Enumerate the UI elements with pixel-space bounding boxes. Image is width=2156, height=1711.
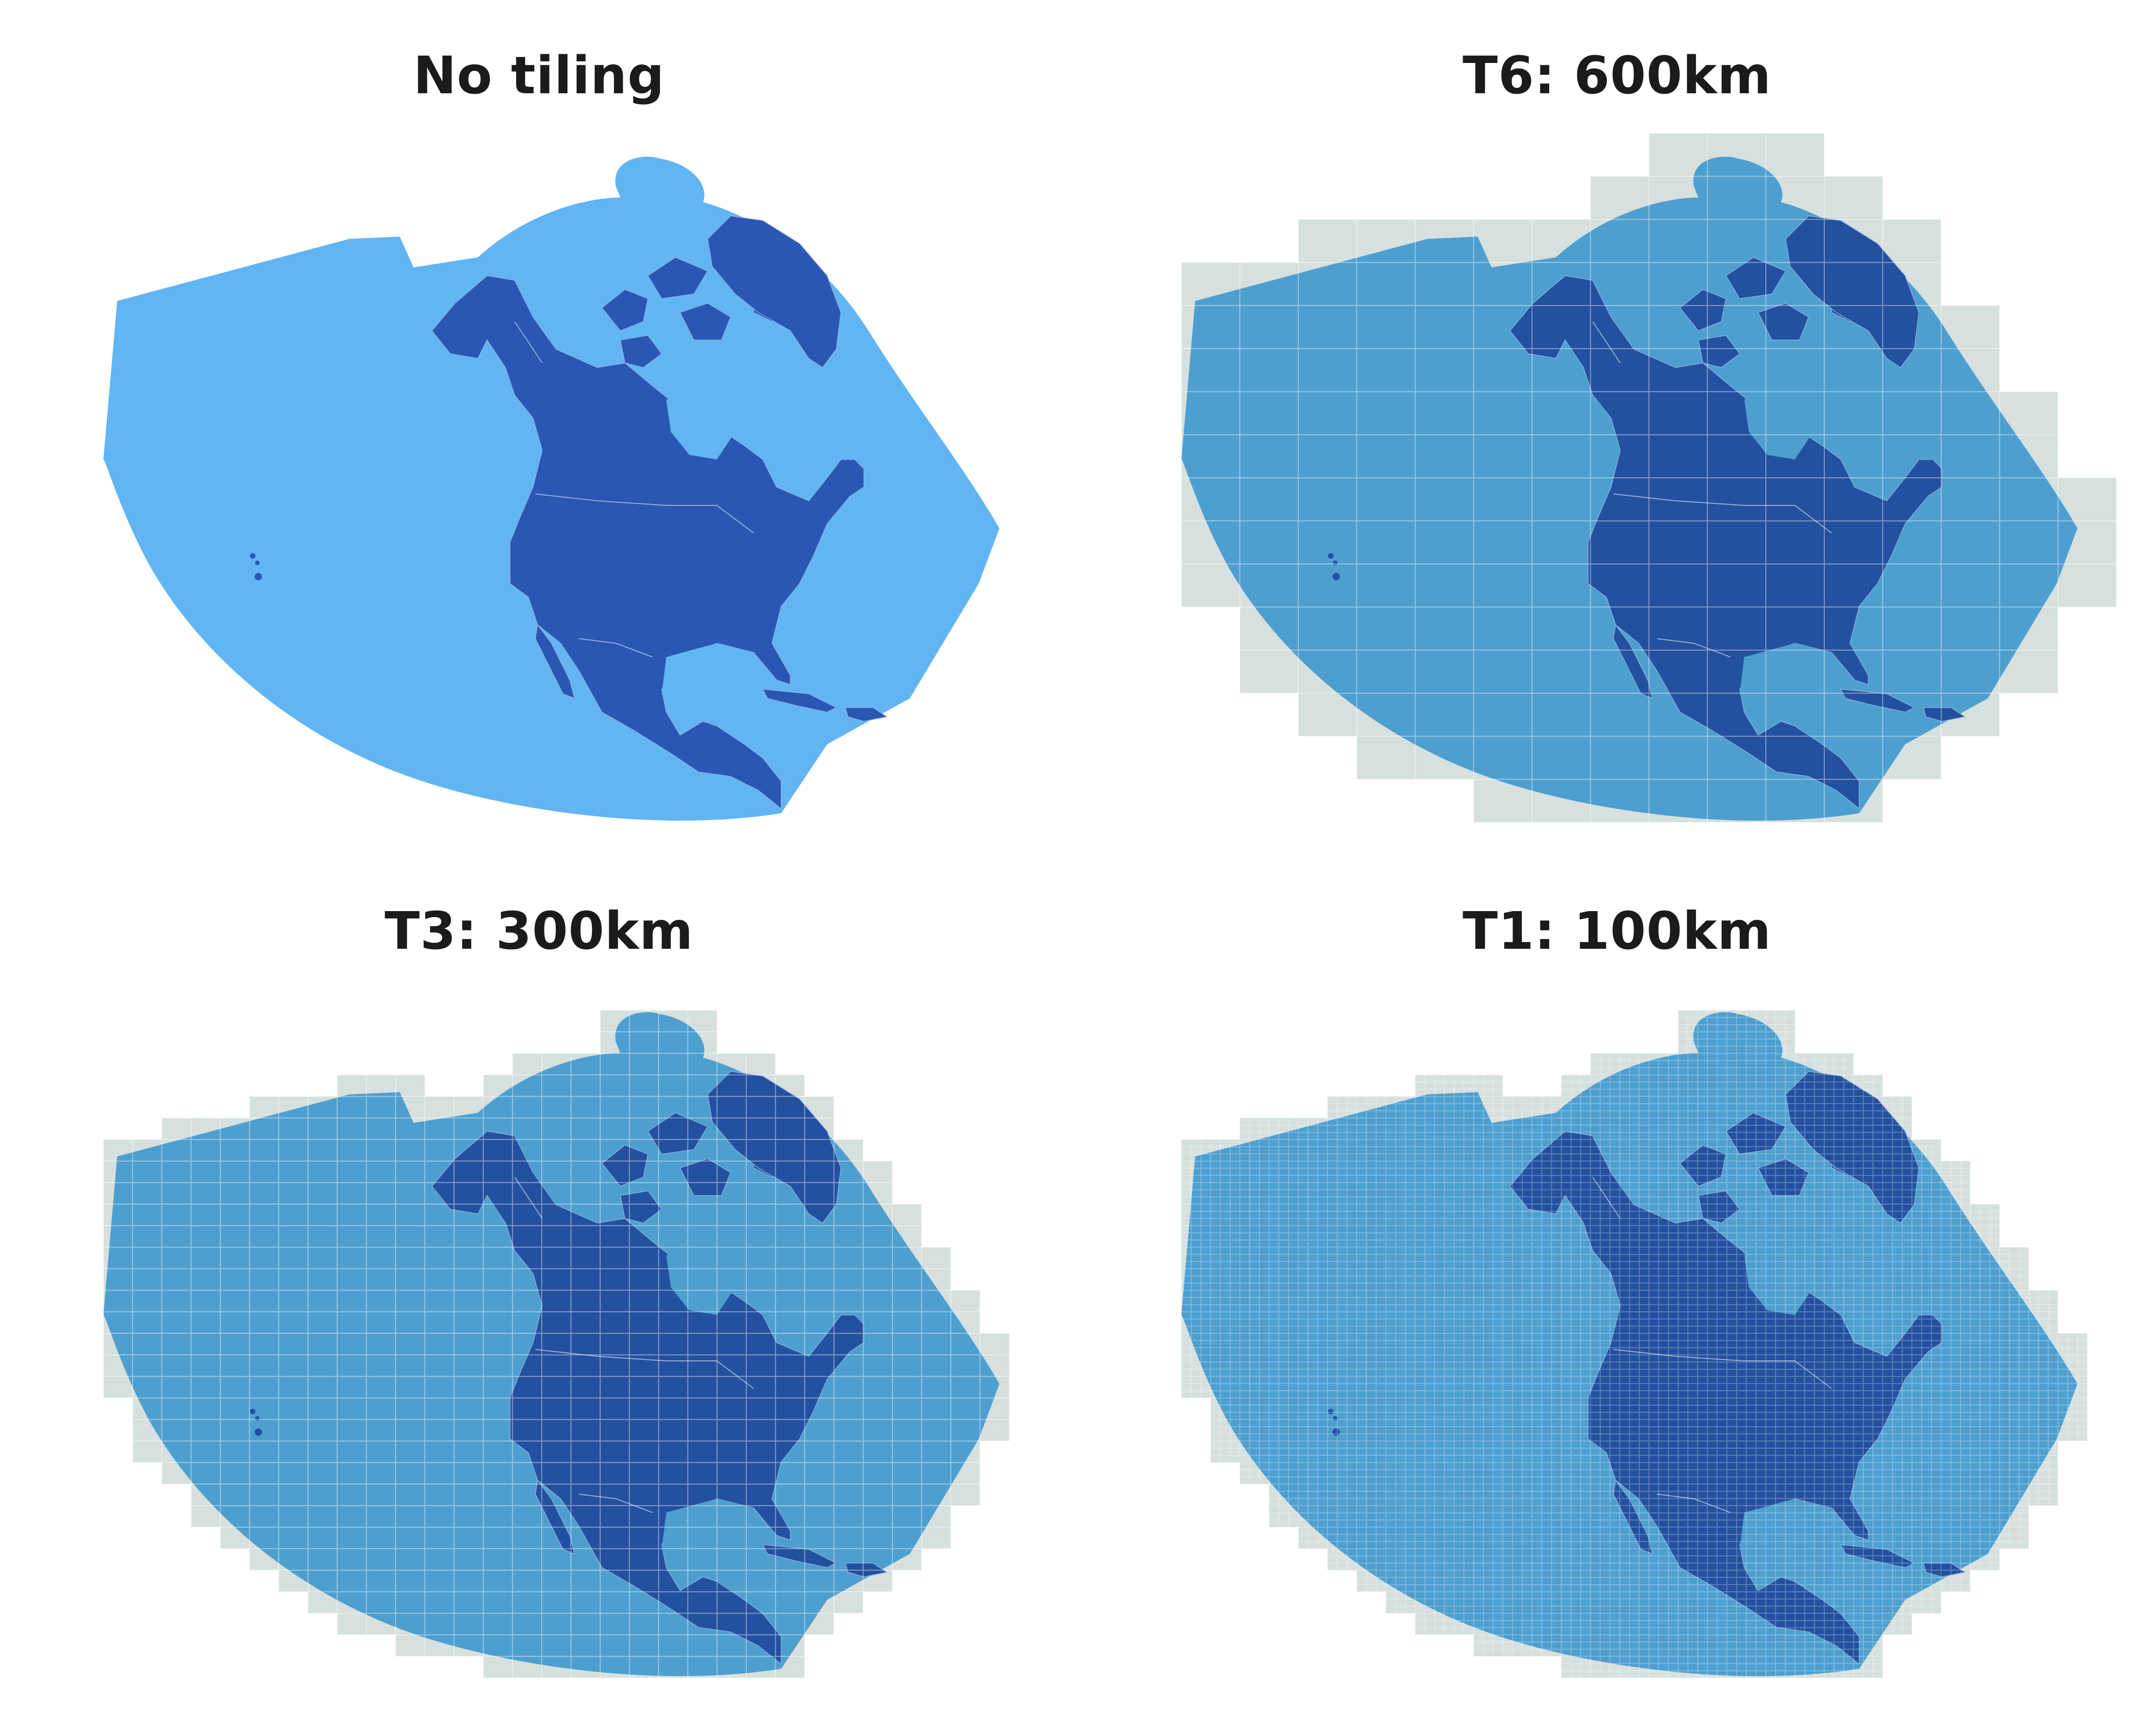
tile [1999, 1247, 2029, 1269]
country-borders [514, 321, 754, 657]
tile-grid [103, 988, 1039, 1678]
tile [483, 1656, 513, 1678]
hawaii-island [1333, 573, 1340, 580]
tile [249, 1096, 279, 1118]
gulf-of-mexico [662, 1499, 758, 1572]
panel-t6: T6: 600km [1078, 0, 2156, 856]
landmass [431, 1071, 888, 1665]
tile [395, 1635, 425, 1657]
tile [1765, 133, 1825, 176]
tile [892, 1204, 922, 1226]
tile [103, 1376, 133, 1398]
tile [1561, 1656, 1591, 1678]
tile [1415, 1613, 1445, 1635]
tile [1912, 1592, 1941, 1614]
tile [395, 1075, 425, 1097]
panel-title: No tiling [413, 46, 665, 106]
tile [1765, 1010, 1795, 1032]
tile [337, 1075, 367, 1097]
hawaii-island [255, 573, 262, 580]
map-t6 [1181, 133, 2117, 823]
hawaii-island [250, 1409, 255, 1414]
panel-title: T3: 300km [384, 901, 694, 961]
tile [132, 1441, 162, 1463]
tile [2058, 1333, 2088, 1355]
hawaii-island [255, 1428, 262, 1436]
hawaii-island [1333, 1428, 1340, 1436]
tile-grid [1181, 988, 2117, 1678]
panel-t3: T3: 300km [0, 856, 1078, 1711]
hawaii-island [1333, 1416, 1338, 1421]
tile [951, 1484, 980, 1506]
tile [1181, 564, 1240, 607]
tile [687, 1010, 717, 1032]
tile [1210, 1441, 1240, 1463]
landmass [431, 215, 888, 810]
tile [1824, 176, 1883, 220]
tile [1415, 1075, 1445, 1097]
landmass [1509, 215, 1966, 810]
tile [1298, 693, 1357, 737]
gulf-of-mexico [1740, 643, 1836, 717]
country-borders [514, 1177, 754, 1513]
hawaii-island [1333, 561, 1338, 565]
hudson-bay [666, 1246, 735, 1315]
country-borders [1592, 321, 1832, 657]
hawaii-island [255, 1416, 260, 1421]
tile [1824, 1053, 1854, 1075]
tile [863, 1161, 893, 1183]
tile [1240, 1118, 1269, 1140]
tile [980, 1419, 1010, 1441]
map-t3 [103, 988, 1039, 1678]
tile [2029, 1484, 2058, 1506]
tile-grid [1181, 133, 2117, 823]
hawaii-island [1328, 553, 1333, 559]
tile [2029, 1290, 2058, 1312]
tile [834, 1592, 863, 1614]
tile [1503, 1096, 1532, 1118]
tile [1590, 1053, 1620, 1075]
tile [1356, 736, 1415, 780]
map-t1 [1181, 988, 2117, 1678]
hudson-bay [1744, 1246, 1813, 1315]
panel-no-tiling: No tiling [0, 0, 1078, 856]
tile [1473, 1075, 1503, 1097]
tile [1970, 1204, 2000, 1226]
tile [1327, 1096, 1357, 1118]
tile [2058, 564, 2116, 607]
tile [921, 1527, 951, 1549]
hawaii-island [1328, 1409, 1333, 1414]
panel-title: T1: 100km [1462, 901, 1772, 961]
tile [425, 1096, 454, 1118]
panel-title: T6: 600km [1462, 46, 1772, 106]
hawaii-island [255, 561, 260, 565]
tile [1181, 1376, 1211, 1398]
tile [1298, 219, 1357, 263]
tile [512, 1053, 542, 1075]
country-borders [1592, 1177, 1832, 1513]
hudson-bay [1744, 391, 1813, 459]
gulf-of-mexico [1740, 1499, 1836, 1572]
tile [191, 1506, 221, 1527]
tile [746, 1053, 776, 1075]
tile [1941, 1161, 1971, 1183]
tile [921, 1247, 951, 1269]
tile [1473, 1635, 1503, 1657]
tile [951, 1290, 980, 1312]
map-no-tiling [103, 157, 999, 821]
tile [162, 1118, 191, 1140]
panel-t1: T1: 100km [1078, 856, 2156, 1711]
tile [337, 1613, 367, 1635]
tile [1240, 650, 1299, 693]
tile [980, 1333, 1010, 1355]
tile [1999, 1527, 2029, 1549]
hawaii-island [250, 553, 255, 559]
gulf-of-mexico [662, 643, 758, 717]
hudson-bay [666, 391, 735, 459]
landmass [1509, 1071, 1966, 1665]
tile [2058, 1419, 2088, 1441]
tile [1883, 219, 1941, 263]
tile [1269, 1506, 1299, 1527]
